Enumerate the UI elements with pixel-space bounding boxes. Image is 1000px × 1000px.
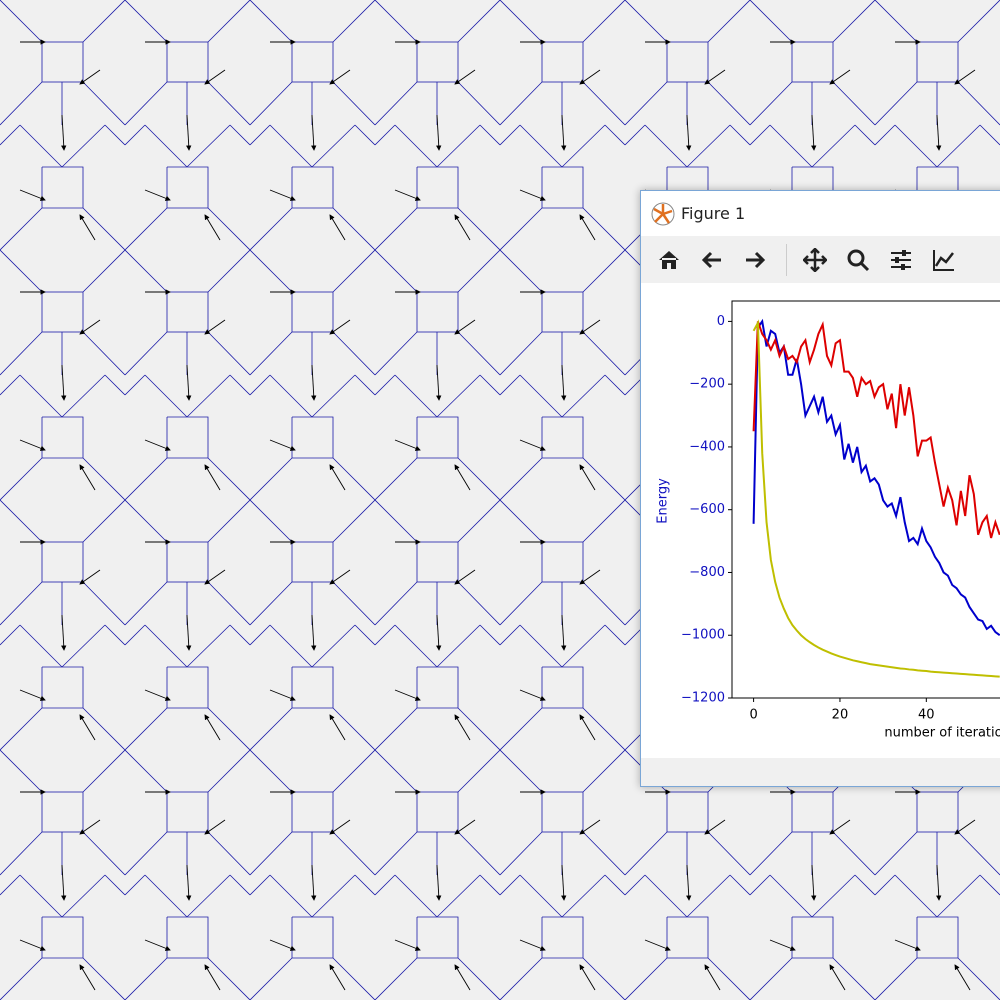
series-line [752,318,1000,637]
separator [786,243,787,276]
y-tick-label: −400 [689,439,725,454]
chart: Energy number of iterations −1200 −1000 −8… [641,283,1000,758]
app-icon [651,202,675,225]
x-axis-label: number of iterations [884,726,1000,741]
y-tick-label: −600 [689,502,725,517]
configure-button[interactable] [881,240,921,280]
y-axis-label: Energy [656,478,671,524]
back-button[interactable] [692,240,732,280]
y-tick-label: 0 [717,314,725,329]
y-tick-label: −200 [689,377,725,392]
y-tick-label: −800 [689,565,725,580]
x-tick-label: 0 [749,708,757,723]
plot-canvas [641,283,1000,758]
title-bar: Figure 1 [641,191,1000,236]
x-tick-label: 20 [832,708,849,723]
forward-button[interactable] [735,240,775,280]
pan-button[interactable] [795,240,835,280]
y-tick-label: −1200 [681,691,725,706]
series-line [752,319,1000,678]
plot-frame [731,300,1000,699]
x-tick-label: 40 [918,708,935,723]
y-tick-label: −1000 [681,628,725,643]
home-button[interactable] [649,240,689,280]
zoom-button[interactable] [838,240,878,280]
toolbar [641,236,1000,283]
window-title: Figure 1 [681,204,746,223]
edit-button[interactable] [924,240,964,280]
series-line [752,320,1000,539]
figure-window: Figure 1 Energy number of iterations −12… [640,190,1000,787]
